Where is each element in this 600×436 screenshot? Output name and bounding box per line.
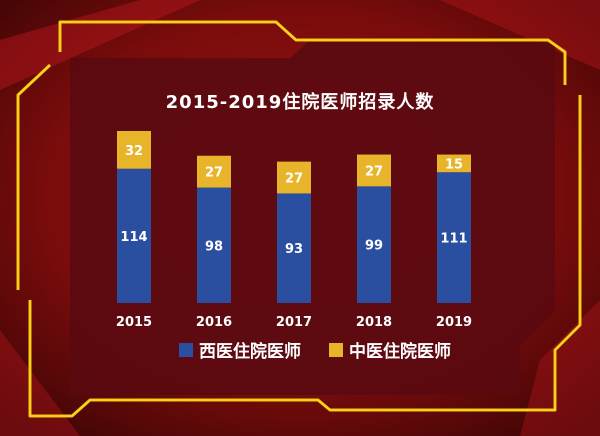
bar-western-2018	[357, 186, 391, 303]
legend-label-western: 西医住院医师	[199, 341, 301, 362]
data-label-chinese-2015: 32	[125, 144, 143, 159]
bar-chinese-2015	[117, 131, 151, 169]
bar-chinese-2019	[437, 154, 471, 173]
data-label-chinese-2018: 27	[365, 164, 383, 179]
data-label-chinese-2019: 15	[445, 157, 463, 172]
data-label-chinese-2017: 27	[285, 172, 303, 187]
x-tick-label-2017: 2017	[276, 315, 312, 330]
legend-label-chinese: 中医住院医师	[349, 341, 451, 362]
data-label-western-2015: 114	[120, 230, 147, 245]
bar-western-2019	[437, 172, 471, 303]
data-label-western-2018: 99	[365, 239, 383, 254]
bar-western-2017	[277, 193, 311, 303]
x-tick-label-2018: 2018	[356, 315, 392, 330]
bar-chinese-2016	[197, 155, 231, 188]
data-label-chinese-2016: 27	[205, 166, 223, 181]
data-label-western-2016: 98	[205, 239, 223, 254]
bars-group: 114 32 98 27 93 27 99 27 111 15	[117, 131, 471, 303]
data-label-western-2019: 111	[440, 232, 467, 247]
x-axis-ticks: 2015 2016 2017 2018 2019	[116, 315, 472, 330]
bar-western-2016	[197, 187, 231, 303]
bar-western-2015	[117, 168, 151, 303]
x-tick-label-2016: 2016	[196, 315, 232, 330]
legend: 西医住院医师 中医住院医师	[179, 341, 451, 362]
chart-panel	[70, 42, 555, 395]
chart-title: 2015-2019住院医师招录人数	[166, 91, 435, 113]
x-tick-label-2019: 2019	[436, 315, 472, 330]
legend-swatch-chinese	[329, 343, 343, 357]
bar-chinese-2017	[277, 161, 311, 194]
data-label-western-2017: 93	[285, 242, 303, 257]
legend-swatch-western	[179, 343, 193, 357]
bar-chinese-2018	[357, 154, 391, 187]
x-tick-label-2015: 2015	[116, 315, 152, 330]
